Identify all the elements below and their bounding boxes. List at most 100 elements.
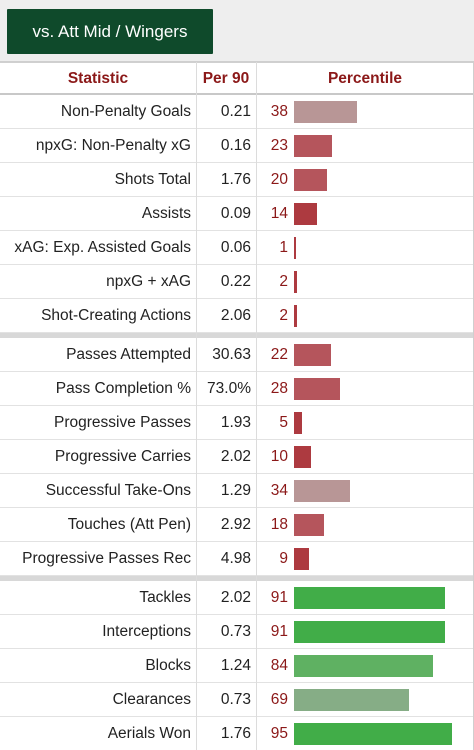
- table-row: Passes Attempted 30.63 22: [0, 338, 474, 372]
- column-header-statistic[interactable]: Statistic: [67, 70, 129, 87]
- percentile-bar: [294, 378, 340, 400]
- percentile-value: 91: [270, 623, 288, 640]
- statistic-name: Clearances: [112, 691, 191, 708]
- statistic-name: npxG: Non-Penalty xG: [35, 137, 191, 154]
- per90-value: 1.76: [220, 725, 251, 742]
- table-row: Non-Penalty Goals 0.21 38: [0, 95, 474, 129]
- table-row: Progressive Passes 1.93 5: [0, 406, 474, 440]
- percentile-bar: [294, 101, 357, 123]
- statistic-name: Non-Penalty Goals: [60, 103, 191, 120]
- percentile-value: 20: [270, 171, 288, 188]
- group-separator: [0, 333, 474, 338]
- statistic-name: Shots Total: [114, 171, 191, 188]
- table-row: xAG: Exp. Assisted Goals 0.06 1: [0, 231, 474, 265]
- percentile-value: 14: [270, 205, 288, 222]
- percentile-bar: [294, 305, 297, 327]
- per90-value: 2.02: [220, 448, 251, 465]
- statistic-name: Assists: [141, 205, 191, 222]
- per90-value: 1.29: [220, 482, 251, 499]
- per90-value: 0.09: [220, 205, 251, 222]
- per90-value: 0.22: [220, 273, 251, 290]
- percentile-bar: [294, 480, 350, 502]
- per90-value: 30.63: [212, 346, 251, 363]
- table-row: Shots Total 1.76 20: [0, 163, 474, 197]
- table-row: Touches (Att Pen) 2.92 18: [0, 508, 474, 542]
- statistic-name: Touches (Att Pen): [67, 516, 191, 533]
- statistic-name: Interceptions: [102, 623, 191, 640]
- per90-value: 0.73: [220, 691, 251, 708]
- percentile-value: 22: [270, 346, 288, 363]
- per90-value: 2.06: [220, 307, 251, 324]
- per90-value: 0.16: [220, 137, 251, 154]
- percentile-bar: [294, 412, 302, 434]
- table-row: Pass Completion % 73.0% 28: [0, 372, 474, 406]
- per90-value: 0.73: [220, 623, 251, 640]
- statistic-name: Aerials Won: [107, 725, 191, 742]
- percentile-bar: [294, 689, 409, 711]
- statistic-name: Progressive Passes Rec: [22, 550, 191, 567]
- percentile-value: 91: [270, 589, 288, 606]
- percentile-value: 1: [279, 239, 288, 256]
- statistic-name: Passes Attempted: [66, 346, 191, 363]
- table-row: npxG: Non-Penalty xG 0.16 23: [0, 129, 474, 163]
- column-header-percentile[interactable]: Percentile: [327, 70, 403, 87]
- column-header-per90[interactable]: Per 90: [202, 70, 250, 87]
- table-row: Blocks 1.24 84: [0, 649, 474, 683]
- percentile-value: 18: [270, 516, 288, 533]
- table-row: Assists 0.09 14: [0, 197, 474, 231]
- statistic-name: Shot-Creating Actions: [41, 307, 191, 324]
- percentile-bar: [294, 271, 297, 293]
- percentile-value: 9: [279, 550, 288, 567]
- percentile-value: 2: [279, 307, 288, 324]
- percentile-value: 69: [270, 691, 288, 708]
- percentile-bar: [294, 237, 296, 259]
- table-row: Progressive Passes Rec 4.98 9: [0, 542, 474, 576]
- table-row: Successful Take-Ons 1.29 34: [0, 474, 474, 508]
- percentile-bar: [294, 587, 445, 609]
- statistic-name: npxG + xAG: [106, 273, 191, 290]
- percentile-bar: [294, 621, 445, 643]
- percentile-value: 5: [279, 414, 288, 431]
- percentile-value: 38: [270, 103, 288, 120]
- statistic-name: Progressive Passes: [54, 414, 191, 431]
- per90-value: 73.0%: [207, 380, 251, 397]
- percentile-value: 95: [270, 725, 288, 742]
- statistic-name: xAG: Exp. Assisted Goals: [14, 239, 191, 256]
- statistic-name: Pass Completion %: [55, 380, 191, 397]
- column-divider: [256, 62, 257, 750]
- percentile-bar: [294, 169, 327, 191]
- table-row: Interceptions 0.73 91: [0, 615, 474, 649]
- table-row: Progressive Carries 2.02 10: [0, 440, 474, 474]
- percentile-bar: [294, 548, 309, 570]
- per90-value: 1.76: [220, 171, 251, 188]
- tab-att-mid-wingers[interactable]: vs. Att Mid / Wingers: [7, 9, 213, 54]
- table-row: Shot-Creating Actions 2.06 2: [0, 299, 474, 333]
- statistic-name: Successful Take-Ons: [45, 482, 191, 499]
- per90-value: 1.24: [220, 657, 251, 674]
- statistic-name: Blocks: [145, 657, 191, 674]
- statistic-name: Progressive Carries: [54, 448, 191, 465]
- percentile-bar: [294, 135, 332, 157]
- per90-value: 0.06: [220, 239, 251, 256]
- percentile-bar: [294, 655, 433, 677]
- table-header: Statistic Per 90 Percentile: [0, 62, 474, 95]
- per90-value: 1.93: [220, 414, 251, 431]
- table-row: Aerials Won 1.76 95: [0, 717, 474, 750]
- percentile-value: 28: [270, 380, 288, 397]
- percentile-bar: [294, 446, 311, 468]
- statistic-name: Tackles: [139, 589, 191, 606]
- column-divider: [196, 62, 197, 750]
- per90-value: 2.02: [220, 589, 251, 606]
- per90-value: 4.98: [220, 550, 251, 567]
- percentile-value: 23: [270, 137, 288, 154]
- percentile-value: 10: [270, 448, 288, 465]
- per90-value: 2.92: [220, 516, 251, 533]
- per90-value: 0.21: [220, 103, 251, 120]
- percentile-bar: [294, 203, 317, 225]
- percentile-value: 34: [270, 482, 288, 499]
- tab-bar: vs. Att Mid / Wingers: [0, 0, 474, 62]
- table-row: Tackles 2.02 91: [0, 581, 474, 615]
- percentile-value: 84: [270, 657, 288, 674]
- group-separator: [0, 576, 474, 581]
- table-row: Clearances 0.73 69: [0, 683, 474, 717]
